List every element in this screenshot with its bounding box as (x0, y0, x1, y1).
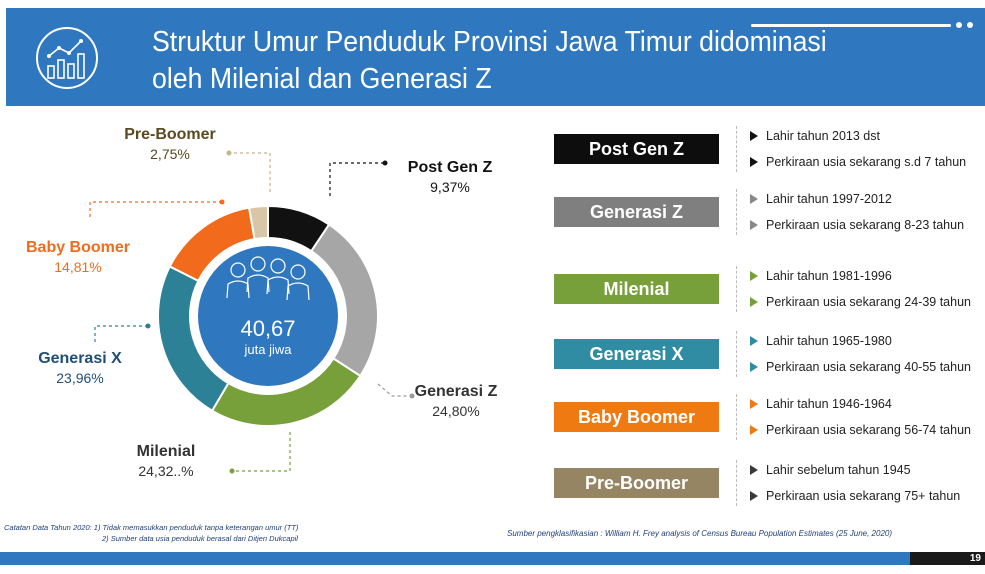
gen-divider (736, 266, 737, 312)
gen-box-post-gen-z: Post Gen Z (554, 134, 719, 164)
slice-percent-post-gen-z: 9,37% (430, 179, 470, 195)
gen-info-text: Perkiraan usia sekarang 24-39 tahun (766, 295, 971, 309)
leader-dot-generasi-x (145, 323, 151, 329)
bullet-triangle-icon (750, 491, 758, 501)
decor-dot (956, 22, 962, 28)
leader-line-generasi-z (377, 383, 412, 397)
leader-line-post-gen-z (329, 162, 385, 196)
leader-line-generasi-x (94, 325, 148, 344)
bullet-triangle-icon (750, 399, 758, 409)
center-total-unit: juta jiwa (244, 342, 293, 357)
family-people-icon (226, 256, 310, 301)
gen-info-post-gen-z-1: Lahir tahun 2013 dst (750, 129, 880, 143)
gen-info-text: Lahir tahun 2013 dst (766, 129, 880, 143)
bullet-triangle-icon (750, 425, 758, 435)
gen-box-generasi-z: Generasi Z (554, 197, 719, 227)
bullet-triangle-icon (750, 465, 758, 475)
leader-dot-post-gen-z (382, 160, 388, 166)
page-title: Struktur Umur Penduduk Provinsi Jawa Tim… (152, 24, 827, 98)
gen-info-pre-boomer-2: Perkiraan usia sekarang 75+ tahun (750, 489, 960, 503)
footnote-2: 2) Sumber data usia penduduk berasal dar… (102, 534, 298, 543)
gen-box-pre-boomer: Pre-Boomer (554, 468, 719, 498)
title-line-1: Struktur Umur Penduduk Provinsi Jawa Tim… (152, 26, 827, 58)
gen-box-generasi-x: Generasi X (554, 339, 719, 369)
gen-divider (736, 126, 737, 172)
slice-label-post-gen-z: Post Gen Z (408, 159, 493, 176)
gen-info-text: Perkiraan usia sekarang 40-55 tahun (766, 360, 971, 374)
gen-info-text: Perkiraan usia sekarang 75+ tahun (766, 489, 961, 503)
chart-growth-icon (36, 27, 98, 89)
gen-info-text: Perkiraan usia sekarang 56-74 tahun (766, 423, 971, 437)
slice-percent-baby-boomer: 14,81% (54, 259, 101, 275)
gen-info-text: Lahir tahun 1997-2012 (766, 192, 892, 206)
gen-info-text: Lahir tahun 1981-1996 (766, 269, 892, 283)
gen-info-text: Lahir tahun 1965-1980 (766, 334, 892, 348)
bullet-triangle-icon (750, 194, 758, 204)
center-disc (198, 246, 338, 386)
bullet-triangle-icon (750, 336, 758, 346)
slice-label-baby-boomer: Baby Boomer (26, 239, 130, 256)
leader-line-pre-boomer (229, 152, 271, 192)
leader-dot-milenial (229, 468, 235, 474)
slice-percent-generasi-x: 23,96% (56, 370, 103, 386)
bullet-triangle-icon (750, 362, 758, 372)
header-banner: Struktur Umur Penduduk Provinsi Jawa Tim… (6, 8, 985, 106)
title-line-2: oleh Milenial dan Generasi Z (152, 63, 492, 95)
gen-info-generasi-z-1: Lahir tahun 1997-2012 (750, 192, 892, 206)
leader-dot-pre-boomer (226, 150, 232, 156)
gen-info-text: Lahir tahun 1946-1964 (766, 397, 892, 411)
leader-dot-generasi-z (409, 393, 415, 399)
gen-info-baby-boomer-1: Lahir tahun 1946-1964 (750, 397, 892, 411)
gen-info-text: Perkiraan usia sekarang s.d 7 tahun (766, 155, 967, 169)
decor-dash (751, 23, 951, 27)
center-total-value: 40,67 (240, 316, 295, 341)
leader-dot-baby-boomer (219, 199, 225, 205)
bullet-triangle-icon (750, 271, 758, 281)
header-decoration (751, 22, 973, 28)
gen-info-generasi-z-2: Perkiraan usia sekarang 8-23 tahun (750, 218, 964, 232)
gen-divider (736, 331, 737, 377)
gen-info-generasi-x-1: Lahir tahun 1965-1980 (750, 334, 892, 348)
gen-divider (736, 189, 737, 235)
slice-label-generasi-x: Generasi X (38, 350, 122, 367)
age-structure-donut-chart: Post Gen Z 9,37% Generasi Z 24,80% Milenial 2… (26, 126, 498, 479)
footer-bar (0, 552, 910, 565)
decor-dot (967, 22, 973, 28)
gen-info-pre-boomer-1: Lahir sebelum tahun 1945 (750, 463, 911, 477)
gen-divider (736, 460, 737, 506)
gen-info-text: Perkiraan usia sekarang 8-23 tahun (766, 218, 965, 232)
leader-line-milenial (232, 432, 291, 472)
gen-info-milenial-2: Perkiraan usia sekarang 24-39 tahun (750, 295, 971, 309)
slice-percent-generasi-z: 24,80% (432, 403, 479, 419)
footer-page-box (910, 552, 985, 565)
gen-info-post-gen-z-2: Perkiraan usia sekarang s.d 7 tahun (750, 155, 966, 169)
slice-percent-milenial: 24,32..% (138, 463, 193, 479)
bullet-triangle-icon (750, 220, 758, 230)
bullet-triangle-icon (750, 297, 758, 307)
gen-info-baby-boomer-2: Perkiraan usia sekarang 56-74 tahun (750, 423, 971, 437)
leader-line-baby-boomer (89, 201, 222, 220)
gen-info-generasi-x-2: Perkiraan usia sekarang 40-55 tahun (750, 360, 971, 374)
page-number: 19 (969, 553, 981, 564)
gen-box-baby-boomer: Baby Boomer (554, 402, 719, 432)
slice-label-generasi-z: Generasi Z (415, 383, 498, 400)
source-note: Sumber pengklasifikasian : William H. Fr… (507, 529, 892, 538)
gen-info-text: Lahir sebelum tahun 1945 (766, 463, 911, 477)
footnote-1: Catatan Data Tahun 2020: 1) Tidak memasu… (4, 523, 299, 532)
slice-label-pre-boomer: Pre-Boomer (124, 126, 216, 143)
gen-box-milenial: Milenial (554, 274, 719, 304)
gen-divider (736, 394, 737, 440)
slice-percent-pre-boomer: 2,75% (150, 146, 190, 162)
bullet-triangle-icon (750, 131, 758, 141)
slice-label-milenial: Milenial (137, 443, 196, 460)
bullet-triangle-icon (750, 157, 758, 167)
gen-info-milenial-1: Lahir tahun 1981-1996 (750, 269, 892, 283)
